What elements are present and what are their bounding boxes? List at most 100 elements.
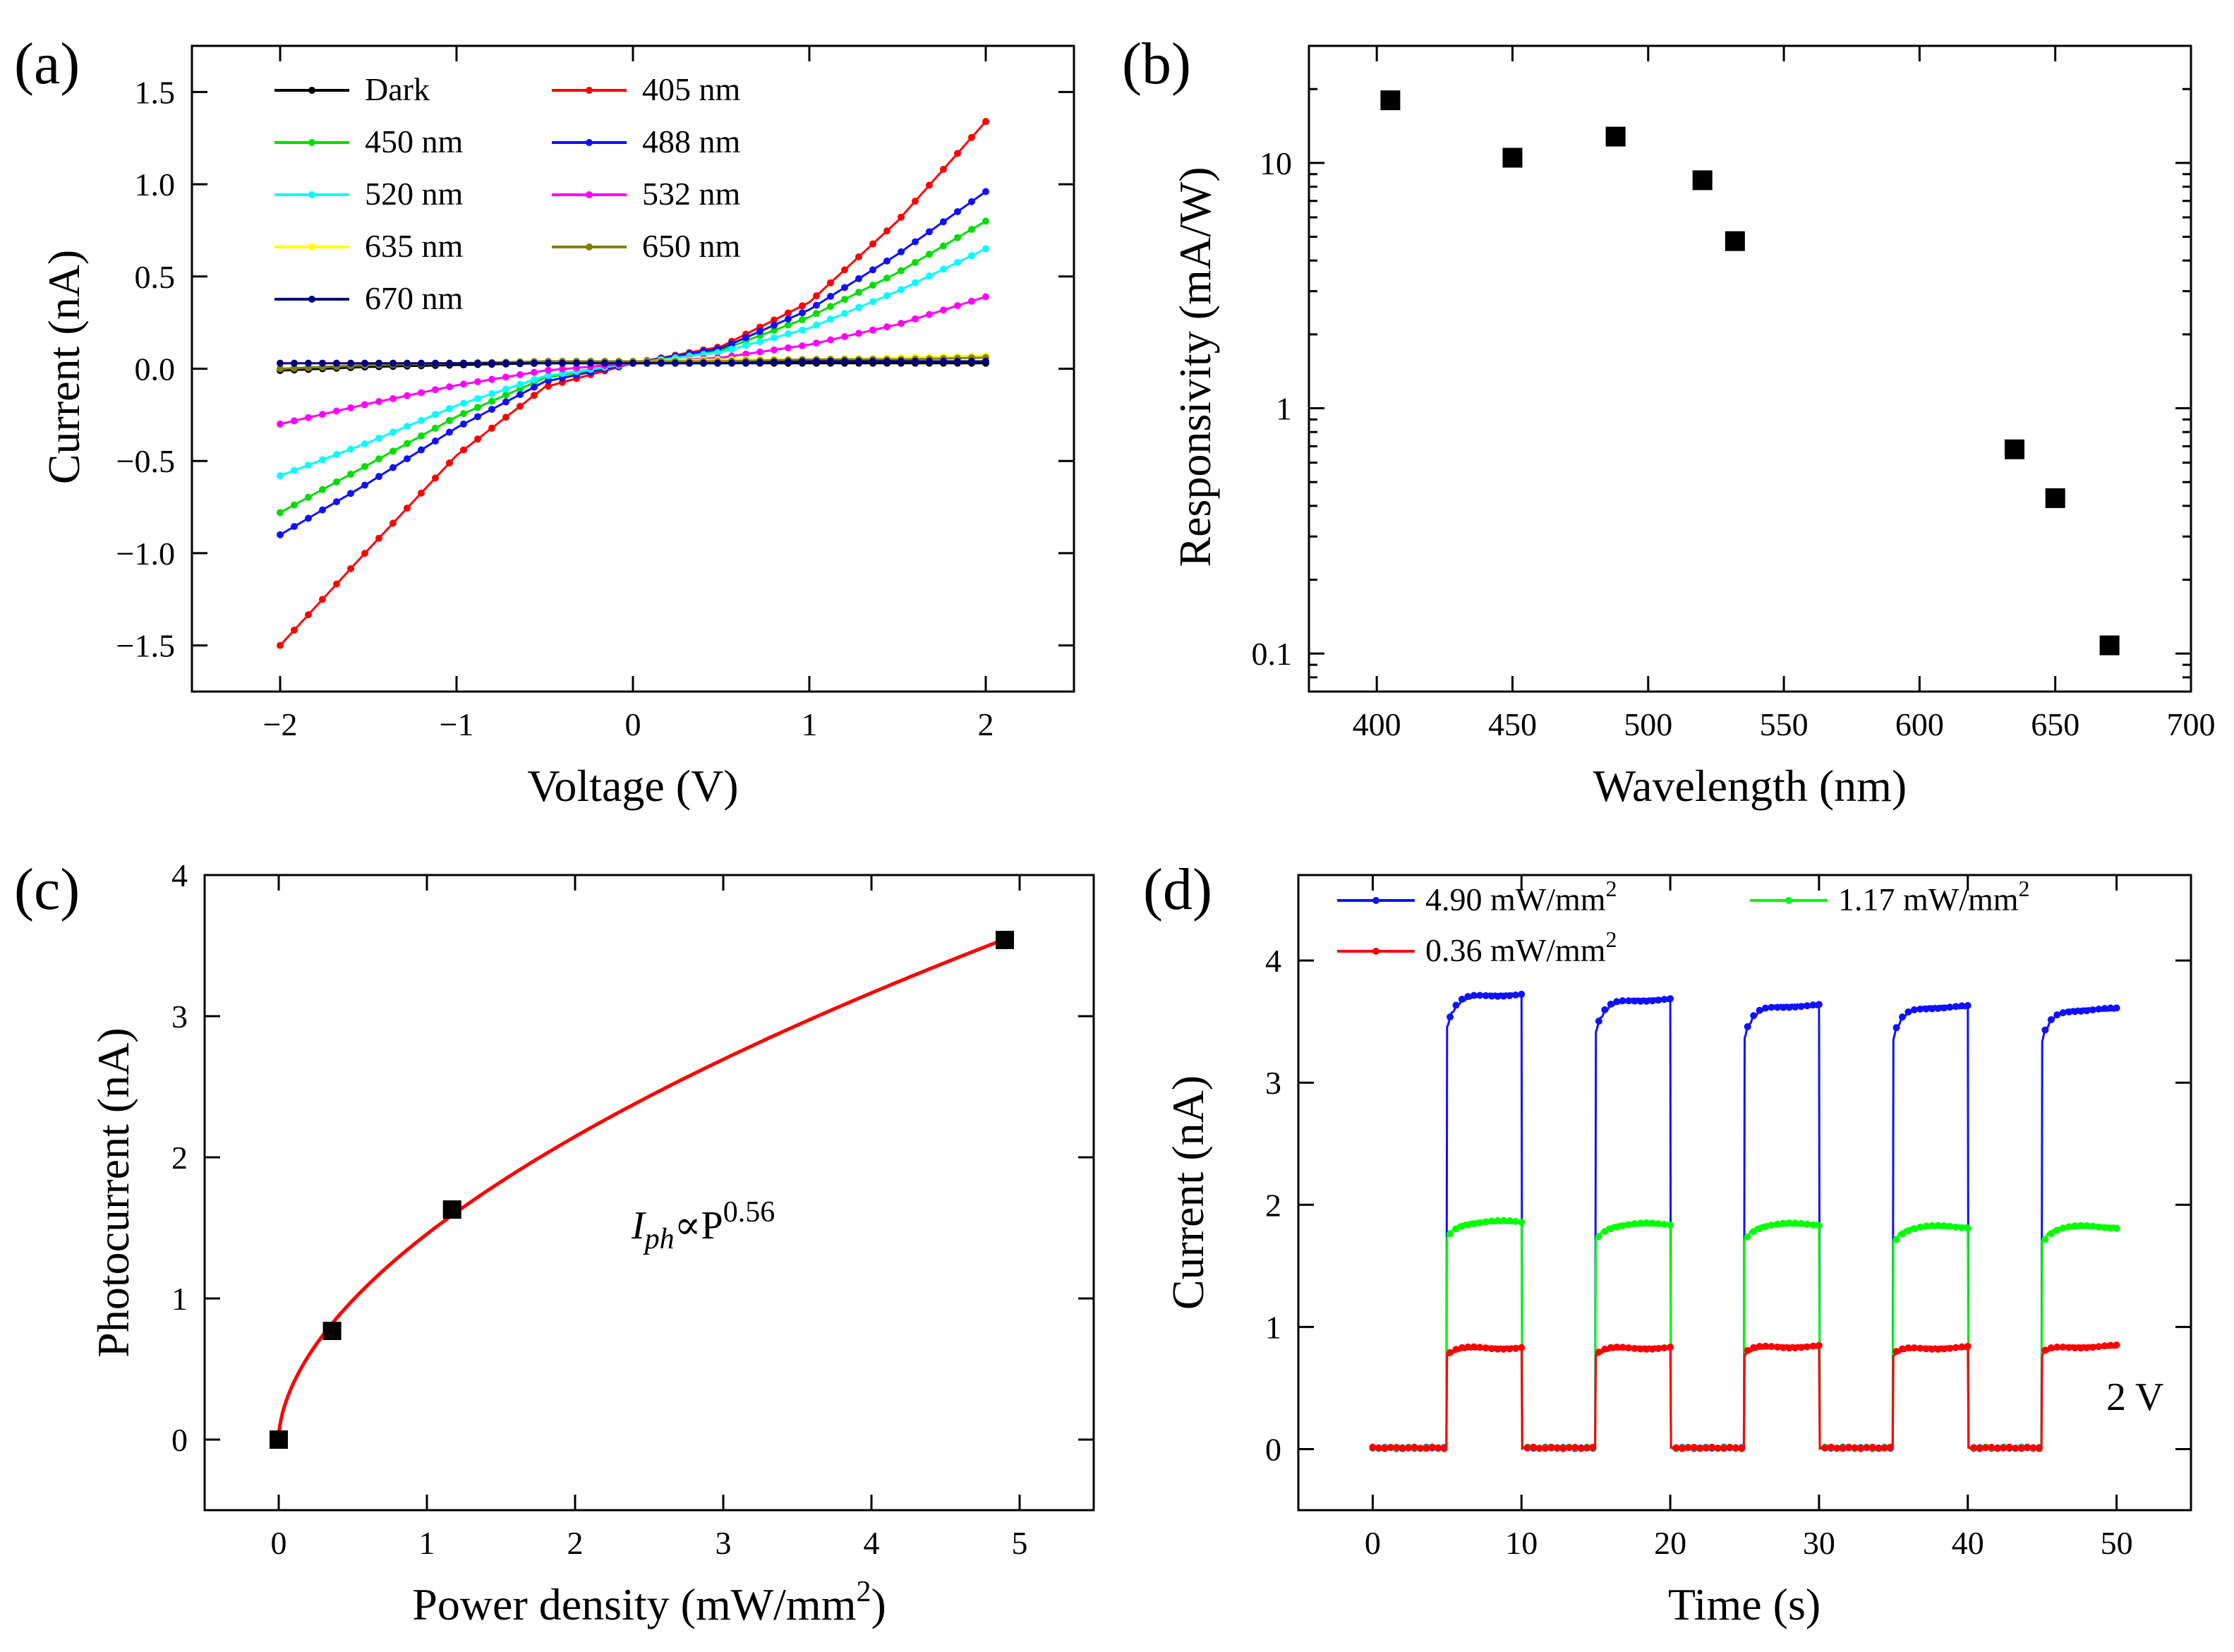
a-series-marker <box>545 377 552 385</box>
a-series-marker <box>785 344 792 351</box>
a-series-marker <box>474 394 481 402</box>
d-series-marker <box>1458 1222 1466 1230</box>
d-series-marker <box>1856 1445 1864 1452</box>
a-series-marker <box>728 345 735 353</box>
d-series-marker <box>1797 1344 1805 1351</box>
d-series-marker <box>1506 991 1514 999</box>
a-series-marker <box>333 498 340 505</box>
a-series-marker <box>954 207 961 215</box>
d-series-marker <box>1660 1221 1668 1229</box>
d-series-marker <box>2083 1007 2091 1015</box>
d-series-marker <box>2047 1344 2055 1352</box>
a-legend-label: 405 nm <box>642 71 741 107</box>
a-series-marker <box>883 227 890 235</box>
d-series-marker <box>1952 1344 1960 1351</box>
d-series-marker <box>1946 1222 1954 1230</box>
d-series-marker <box>2059 1344 2067 1351</box>
a-series-marker <box>742 350 749 358</box>
d-series-marker <box>2029 1444 2037 1452</box>
a-series-marker <box>813 358 820 366</box>
d-series-marker <box>1648 997 1656 1005</box>
a-series-marker <box>771 358 778 366</box>
d-series-marker <box>1940 1222 1948 1230</box>
a-series-marker <box>756 338 763 346</box>
d-series-marker <box>1393 1444 1401 1452</box>
a-legend-marker <box>586 87 593 94</box>
d-series-marker <box>1887 1443 1895 1451</box>
d-series-marker <box>1732 1444 1739 1452</box>
d-series-marker <box>1672 1444 1680 1452</box>
a-legend-marker <box>308 296 315 303</box>
a-series-marker <box>277 365 284 373</box>
d-series-marker <box>1494 1345 1502 1353</box>
annot-c-main: I <box>631 1204 646 1248</box>
d-series-marker <box>1494 1217 1502 1224</box>
d-series-marker <box>1648 1219 1656 1227</box>
d-series-marker <box>1892 1024 1900 1032</box>
a-series-marker <box>827 315 834 323</box>
d-ytick-label: 0 <box>1265 1431 1281 1467</box>
d-series-marker <box>1804 1343 1811 1351</box>
d-series-marker <box>1785 1344 1793 1352</box>
d-series-marker <box>1619 1222 1626 1229</box>
a-series-marker <box>361 550 368 557</box>
d-xtick-label: 30 <box>1803 1525 1835 1561</box>
a-legend-marker <box>586 191 593 198</box>
d-series-marker <box>1720 1445 1727 1452</box>
d-series-marker <box>1833 1445 1841 1452</box>
panel-d-xlabel: Time (s) <box>1668 1579 1821 1629</box>
panel-c-ylabel: Photocurrent (nA) <box>88 1027 138 1357</box>
a-series-marker <box>869 240 876 248</box>
d-series-marker <box>1464 993 1472 1001</box>
a-series-marker <box>460 446 467 454</box>
a-series-marker <box>488 359 495 367</box>
d-series-marker <box>1756 1343 1763 1351</box>
a-series-marker <box>926 228 933 236</box>
d-series-marker <box>2077 1007 2084 1015</box>
a-series-marker <box>502 373 509 381</box>
a-series-marker <box>869 298 876 306</box>
d-series-marker <box>1559 1445 1567 1452</box>
c-xtick-label: 4 <box>864 1525 880 1561</box>
a-ytick-label: 1.5 <box>135 74 176 110</box>
d-series-marker <box>2089 1222 2096 1230</box>
a-series-marker <box>672 359 679 367</box>
d-series-marker <box>2071 1008 2079 1015</box>
d-series-marker <box>2113 1224 2120 1232</box>
a-series-marker <box>531 359 538 367</box>
d-series-marker <box>1804 1002 1811 1010</box>
d-series-marker <box>1369 1443 1377 1451</box>
d-series-marker <box>1934 1345 1942 1353</box>
a-series-marker <box>545 359 552 367</box>
a-series-marker <box>883 323 890 331</box>
panel-a-ticks: −2 −1 0 1 2 −1.5 −1.0 −0.5 0.0 0.5 1.0 1.5 <box>116 46 1074 742</box>
a-series-marker <box>545 372 552 380</box>
a-series-marker <box>799 302 806 310</box>
panel-c-fit-curve <box>277 937 1006 1440</box>
d-series-marker <box>1773 1343 1781 1351</box>
d-legend-label: 1.17 mW/mm2 <box>1838 876 2030 917</box>
a-xtick-label: 2 <box>978 706 994 742</box>
a-series-marker <box>502 359 509 367</box>
d-series-marker <box>1547 1443 1555 1451</box>
d-series-marker <box>2024 1443 2031 1451</box>
a-series-marker <box>799 342 806 349</box>
d-series-marker <box>1780 1219 1787 1227</box>
a-series-marker <box>305 611 312 619</box>
d-series-marker <box>1815 1001 1823 1008</box>
a-series-marker <box>771 346 778 354</box>
panel-c: (c) 0 1 2 3 4 5 0 1 2 3 4 Iph∝P0.56 Power density … <box>14 857 1095 1629</box>
d-series-marker <box>1845 1443 1853 1451</box>
d-series-marker <box>2071 1222 2079 1230</box>
b-ytick-label: 1 <box>1276 391 1292 427</box>
d-series-marker <box>2095 1006 2103 1013</box>
d-series-marker <box>1488 992 1496 1000</box>
a-series-marker <box>912 315 919 322</box>
d-series-marker <box>1476 1219 1484 1226</box>
annot-c-sub: ph <box>643 1223 675 1255</box>
d-series-marker <box>1875 1445 1883 1452</box>
a-series-marker <box>291 364 298 372</box>
a-series-marker <box>517 370 524 378</box>
a-series-marker <box>460 399 467 407</box>
d-series-marker <box>1470 1220 1478 1228</box>
